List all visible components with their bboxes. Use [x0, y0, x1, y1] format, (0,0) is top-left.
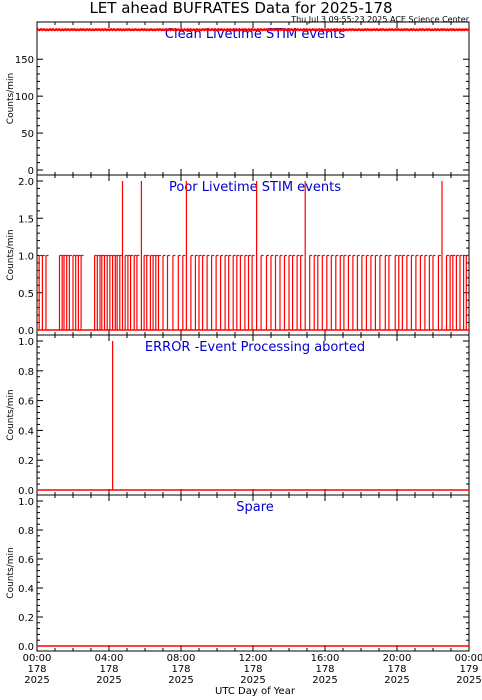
figure-title: LET ahead BUFRATES Data for 2025-178: [89, 0, 392, 17]
y-tick-label: 0.2: [18, 613, 34, 624]
panel-3: 0.0 0.2 0.4 0.6 0.8 1.0 Counts/min ERROR -Event…: [6, 334, 470, 497]
y-tick-label: 0.8: [18, 367, 34, 378]
y-axis-label: Counts/min: [6, 229, 16, 280]
panel-frame: [36, 494, 470, 652]
y-tick-label: 150: [15, 55, 34, 66]
panel-frame: [36, 334, 470, 496]
x-tick-label: 2025: [96, 675, 121, 686]
panel-2: 0.0 0.5 1.0 1.5 2.0 Counts/min Poor Livetime S…: [6, 174, 470, 337]
y-tick-label: 0.4: [18, 584, 34, 595]
y-tick-label: 2.0: [18, 177, 34, 188]
y-tick-label: 1.0: [18, 497, 34, 508]
y-tick-label: 1.5: [18, 214, 34, 225]
y-tick-label: 0.4: [18, 426, 34, 437]
panel-title: Spare: [236, 500, 274, 515]
x-tick-label: 16:00: [311, 653, 340, 664]
x-tick-label: 178: [171, 664, 190, 675]
y-tick-label: 1.0: [18, 337, 34, 348]
series-noise: [36, 27, 469, 32]
x-tick-label: 2025: [24, 675, 49, 686]
x-tick-label: 2025: [312, 675, 337, 686]
x-tick-label: 2025: [384, 675, 409, 686]
panel-title: Poor Livetime STIM events: [169, 180, 341, 195]
x-tick-label: 178: [99, 664, 118, 675]
x-tick-label: 178: [387, 664, 406, 675]
y-tick-label: 50: [21, 129, 34, 140]
y-tick-label: 0.8: [18, 526, 34, 537]
x-tick-label: 00:00: [23, 653, 52, 664]
y-axis-label: Counts/min: [6, 73, 16, 124]
y-tick-label: 1.0: [18, 252, 34, 263]
x-tick-label: 2025: [168, 675, 193, 686]
timestamp-label: Thu Jul 3 09:55:23 2025 ACE Science Cent…: [290, 15, 469, 24]
y-axis-label: Counts/min: [6, 389, 16, 440]
x-tick-label: 00:00: [455, 653, 482, 664]
x-axis-label: UTC Day of Year: [215, 686, 296, 697]
x-tick-label: 2025: [456, 675, 481, 686]
y-tick-label: 0.0: [18, 642, 34, 653]
y-tick-label: 100: [15, 92, 34, 103]
panel-frame: [36, 21, 470, 176]
y-tick-label: 0: [28, 166, 34, 177]
x-tick-label: 08:00: [167, 653, 196, 664]
y-axis-label: Counts/min: [6, 547, 16, 598]
x-tick-label: 179: [459, 664, 478, 675]
x-tick-label: 20:00: [383, 653, 412, 664]
x-tick-label: 04:00: [95, 653, 124, 664]
x-tick-label: 2025: [240, 675, 265, 686]
x-tick-labels: 00:00178202504:00178202508:00178202512:0…: [23, 653, 482, 686]
x-tick-label: 12:00: [239, 653, 268, 664]
x-tick-label: 178: [243, 664, 262, 675]
x-tick-label: 178: [315, 664, 334, 675]
y-tick-label: 0.6: [18, 397, 34, 408]
y-tick-label: 0.2: [18, 456, 34, 467]
panel-4: 0.0 0.2 0.4 0.6 0.8 1.0 Counts/min Spare: [6, 494, 470, 653]
y-tick-label: 0.5: [18, 289, 34, 300]
y-tick-label: 0.6: [18, 555, 34, 566]
y-tick-label: 0.0: [18, 326, 34, 337]
panel-title: ERROR -Event Processing aborted: [145, 340, 365, 355]
y-tick-label: 0.0: [18, 486, 34, 497]
x-tick-label: 178: [27, 664, 46, 675]
